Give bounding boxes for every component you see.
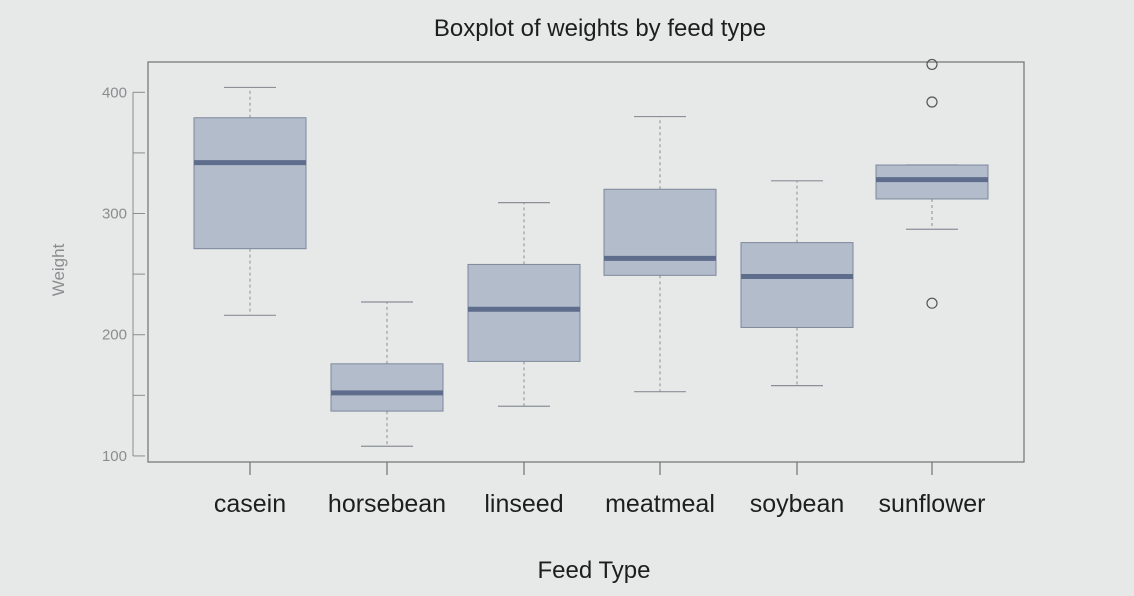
y-tick-label: 300 [102,206,127,223]
x-axis-label: Feed Type [538,557,651,584]
box-rect [740,242,854,328]
box-rect [603,188,717,276]
box-soybean [740,180,854,387]
box-rect [193,117,307,250]
chart-title: Boxplot of weights by feed type [434,15,766,42]
box-casein [193,86,307,316]
x-tick-label: sunflower [879,490,986,518]
box-rect [330,363,444,412]
x-tick-label: linseed [484,490,563,518]
y-tick-label: 400 [102,84,127,101]
box-linseed [467,202,581,407]
x-tick-label: casein [214,490,286,518]
box-meatmeal [603,115,717,393]
outlier-point [926,58,938,71]
outlier-point [926,96,938,108]
x-tick-label: meatmeal [605,490,715,518]
box-rect [467,263,581,362]
x-axis: casein horsebean linseed meatmeal soybean sun… [214,461,986,518]
y-tick-label: 100 [102,448,127,465]
box-series [193,58,989,447]
y-axis-label: Weight [49,243,68,296]
y-axis: 100 200 300 400 [102,84,145,465]
y-tick-label: 200 [102,327,127,344]
x-tick-label: soybean [750,490,845,518]
box-sunflower [875,58,989,309]
outlier-point [926,297,938,309]
x-tick-label: horsebean [328,490,446,518]
box-horsebean [330,301,444,447]
